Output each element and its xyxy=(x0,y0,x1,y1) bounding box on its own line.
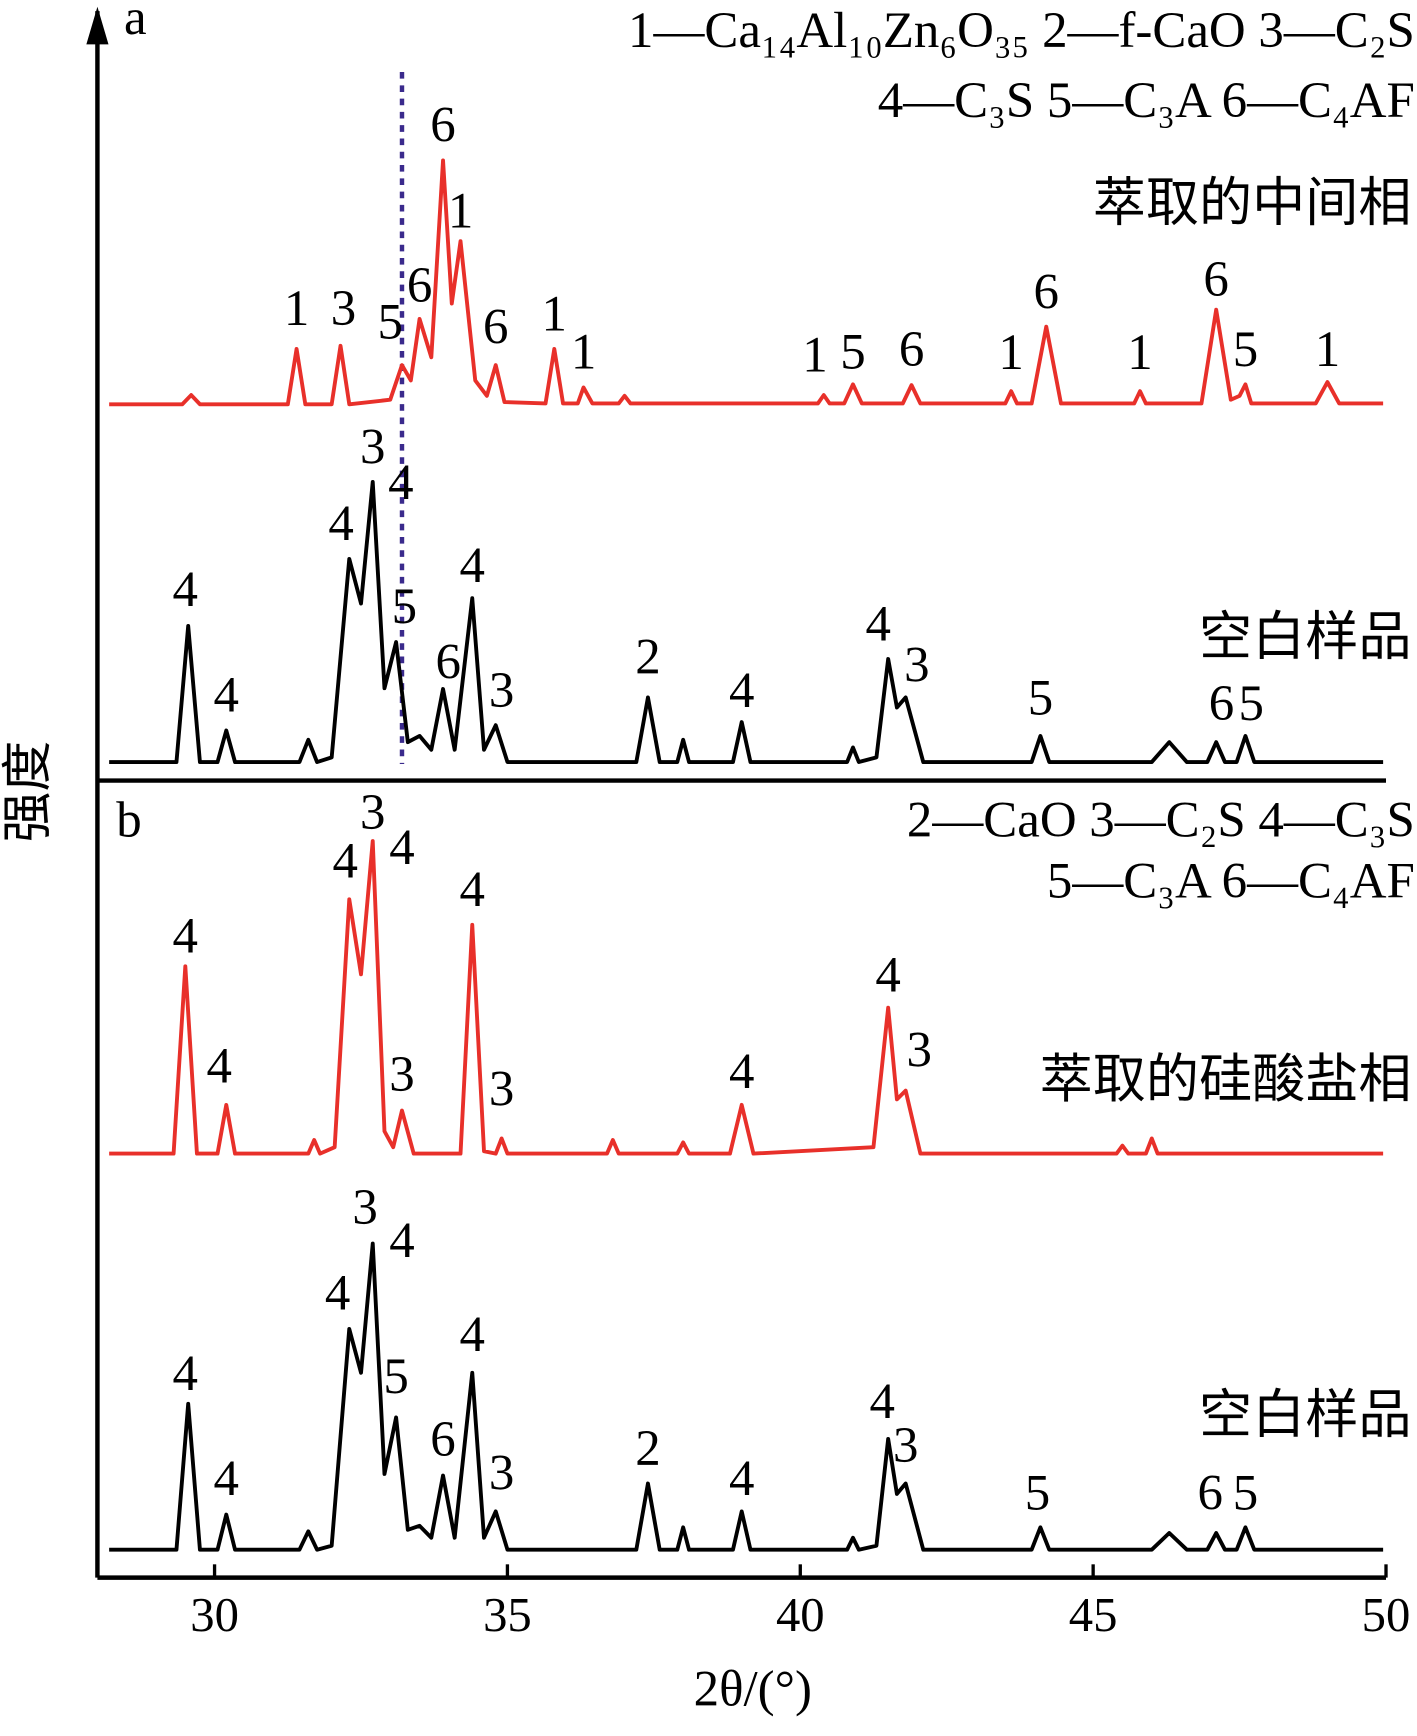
peak-label: 5 xyxy=(1028,671,1053,727)
peak-label: 4 xyxy=(460,862,485,918)
peak-label: 1 xyxy=(802,327,827,383)
y-axis-arrow xyxy=(86,6,109,45)
series-name: 空白样品 xyxy=(1199,1387,1412,1445)
peak-label: 1 xyxy=(542,287,567,343)
legend-line: 4—C₃S 5—C₃A 6—C₄AF xyxy=(878,73,1415,129)
peak-label: 5 xyxy=(383,1349,408,1405)
peak-label: 1 xyxy=(1315,322,1340,378)
series-name: 萃取的中间相 xyxy=(1093,174,1412,232)
x-tick-label: 30 xyxy=(190,1588,239,1642)
peak-label: 3 xyxy=(489,1446,514,1502)
peak-label: 6 xyxy=(430,97,455,153)
peak-label: 4 xyxy=(460,1307,485,1363)
peak-label: 1 xyxy=(1127,325,1152,381)
series-line xyxy=(109,839,1384,1156)
peak-label: 3 xyxy=(331,281,356,337)
peak-label: 4 xyxy=(389,820,414,876)
series-line xyxy=(109,480,1384,764)
peak-label: 4 xyxy=(870,1374,895,1430)
peak-label: 5 xyxy=(840,324,865,380)
peak-label: 4 xyxy=(389,1213,414,1269)
peak-label: 3 xyxy=(389,1047,414,1103)
peak-label: 3 xyxy=(904,637,929,693)
peak-label: 4 xyxy=(214,667,239,723)
peak-label: 4 xyxy=(729,663,754,719)
x-tick-label: 40 xyxy=(776,1588,825,1642)
peak-label: 4 xyxy=(328,496,353,552)
peak-label: 3 xyxy=(489,1061,514,1117)
series-name: 空白样品 xyxy=(1199,608,1412,666)
peak-label: 3 xyxy=(489,663,514,719)
peak-label: 4 xyxy=(207,1038,232,1094)
peak-label: 6 xyxy=(407,258,432,314)
peak-label: 1 xyxy=(284,281,309,337)
series-line xyxy=(109,1241,1384,1552)
peak-label: 4 xyxy=(865,597,890,653)
peak-label: 4 xyxy=(332,834,357,890)
panel-label: b xyxy=(116,793,141,849)
x-tick-label: 35 xyxy=(483,1588,532,1642)
series-name: 萃取的硅酸盐相 xyxy=(1040,1051,1412,1109)
peak-label: 5 xyxy=(1025,1466,1050,1522)
peak-label: 3 xyxy=(906,1022,931,1078)
peak-label: 5 xyxy=(392,579,417,635)
peak-label: 6 xyxy=(1209,676,1234,732)
legend-line: 1—Ca₁₄Al₁₀Zn₆O₃₅ 2—f-CaO 3—C₂S xyxy=(628,3,1415,59)
peak-label: 4 xyxy=(214,1451,239,1507)
series-line xyxy=(109,158,1384,407)
peak-label: 5 xyxy=(1239,676,1264,732)
peak-label: 6 xyxy=(899,322,924,378)
peak-label: 4 xyxy=(173,908,198,964)
peak-label: 3 xyxy=(360,785,385,841)
peak-label: 5 xyxy=(378,294,403,350)
peak-label: 4 xyxy=(388,455,413,511)
peak-label: 1 xyxy=(448,184,473,240)
peak-label: 4 xyxy=(325,1266,350,1322)
peak-label: 6 xyxy=(430,1412,455,1468)
peak-label: 6 xyxy=(1034,264,1059,320)
peak-label: 4 xyxy=(875,947,900,1003)
panel-label: a xyxy=(124,0,147,46)
peak-label: 1 xyxy=(571,324,596,380)
legend-line: 5—C₃A 6—C₄AF xyxy=(1047,853,1415,909)
peak-label: 3 xyxy=(352,1180,377,1236)
y-axis-label: 强度 xyxy=(1,741,57,843)
peak-label: 4 xyxy=(460,538,485,594)
peak-label: 5 xyxy=(1233,1466,1258,1522)
peak-label: 6 xyxy=(436,634,461,690)
legend-line: 2—CaO 3—C₂S 4—C₃S xyxy=(907,793,1415,849)
peak-label: 2 xyxy=(635,1421,660,1477)
peak-label: 4 xyxy=(729,1044,754,1100)
x-tick-label: 50 xyxy=(1362,1588,1411,1642)
peak-label: 4 xyxy=(173,562,198,618)
peak-label: 3 xyxy=(893,1418,918,1474)
peak-label: 3 xyxy=(360,420,385,476)
peak-label: 4 xyxy=(729,1451,754,1507)
peak-label: 2 xyxy=(635,630,660,686)
peak-label: 1 xyxy=(998,325,1023,381)
peak-label: 6 xyxy=(483,300,508,356)
peak-label: 4 xyxy=(173,1346,198,1402)
x-tick-label: 45 xyxy=(1069,1588,1118,1642)
peak-label: 6 xyxy=(1203,252,1228,308)
peak-label: 5 xyxy=(1233,322,1258,378)
peak-label: 6 xyxy=(1198,1466,1223,1522)
x-axis-label: 2θ/(°) xyxy=(694,1662,812,1718)
